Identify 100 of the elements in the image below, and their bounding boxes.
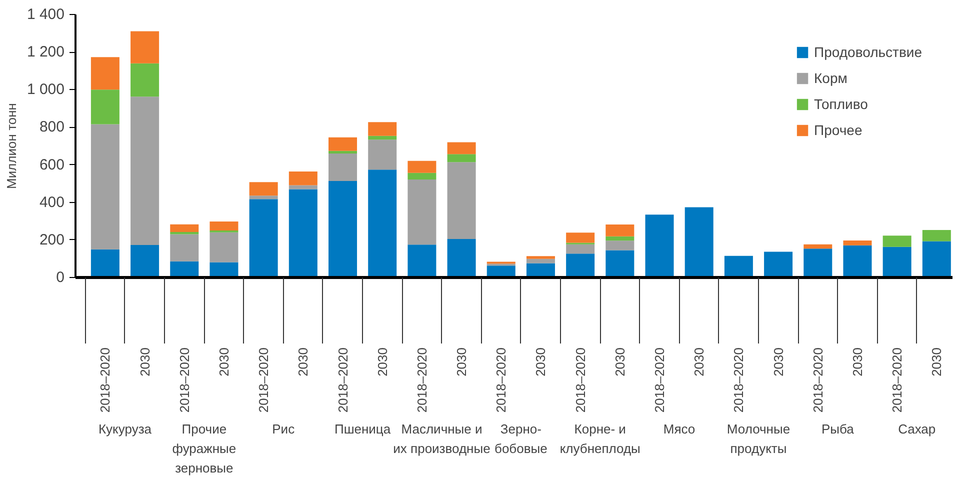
text: Рыба: [821, 422, 855, 436]
x-tick-label: 2030: [216, 348, 232, 376]
bar: [566, 254, 595, 278]
bar: [210, 222, 238, 231]
x-tick-label: 2018–2020: [890, 347, 905, 413]
bar: [130, 63, 160, 97]
bar: [408, 172, 436, 180]
y-tick-label: 600: [39, 156, 65, 174]
x-tick-label: 2018–2020: [98, 347, 113, 413]
bar: [447, 154, 476, 162]
bar: [408, 179, 436, 245]
legend-label: Корм: [814, 70, 848, 86]
x-tick-label: 2030: [137, 348, 152, 376]
y-tick-label: 1 400: [26, 6, 65, 23]
bar: [130, 96, 160, 245]
bar: [606, 250, 634, 278]
bar: [368, 170, 397, 278]
text: Масличные и их производные: [393, 422, 490, 456]
bar: [566, 244, 595, 254]
bar: [210, 232, 238, 262]
bar: [328, 154, 358, 181]
bar: [328, 150, 358, 154]
bar: [526, 258, 555, 264]
x-tick-label: 2030: [454, 348, 470, 376]
bar: [724, 256, 753, 278]
bar: [90, 90, 120, 124]
bar: [90, 124, 120, 250]
text: Сахар: [898, 422, 936, 436]
legend-label: Топливо: [814, 96, 868, 112]
bar: [408, 244, 436, 278]
bar: [368, 140, 397, 170]
text: Прочие фуражные зерновые: [172, 422, 236, 476]
legend-label: Продовольствие: [814, 44, 922, 60]
text: Кукуруза: [98, 422, 152, 436]
bar: [526, 263, 555, 278]
x-tick-label: 2018–2020: [256, 347, 272, 413]
bar: [526, 256, 555, 259]
bar: [843, 240, 872, 246]
x-tick-label: 2030: [692, 348, 707, 376]
bar: [328, 180, 358, 278]
x-tick-label: 2030: [296, 348, 311, 376]
y-tick-label: 1 200: [26, 44, 65, 61]
x-tick-label: 2030: [929, 348, 944, 376]
y-axis-title: Миллион тонн: [4, 103, 19, 189]
bar: [804, 248, 832, 278]
text: Молочные продукты: [726, 422, 790, 456]
bar: [606, 224, 634, 236]
x-tick-label: 2030: [850, 348, 865, 376]
bar: [170, 234, 199, 262]
bar: [130, 31, 160, 64]
bar: [843, 245, 872, 278]
x-tick-label: 2018–2020: [731, 347, 746, 413]
bar: [922, 241, 951, 278]
y-tick-label: 1 000: [26, 81, 65, 98]
bar: [328, 137, 358, 151]
x-tick-label: 2018–2020: [176, 347, 192, 413]
text: Зерно- бобовые: [494, 422, 548, 456]
bar: [90, 57, 120, 90]
bar: [882, 236, 912, 247]
bar: [447, 142, 476, 154]
legend-label: Прочее: [814, 122, 862, 138]
bar: [170, 224, 199, 232]
y-tick-label: 400: [39, 194, 65, 211]
bar: [606, 236, 634, 241]
bar: [368, 136, 397, 140]
x-tick-label: 2030: [533, 348, 548, 376]
bar: [922, 230, 951, 242]
y-tick-label: 800: [39, 118, 65, 136]
bar: [606, 240, 634, 250]
bar: [90, 249, 120, 278]
bar: [804, 244, 832, 249]
x-tick-label: 2018–2020: [335, 347, 350, 413]
bar: [249, 199, 278, 278]
x-tick-label: 2018–2020: [652, 347, 668, 413]
bar: [249, 196, 278, 200]
bar: [447, 238, 476, 278]
x-tick-label: 2030: [770, 348, 786, 376]
bar: [170, 261, 199, 278]
bar: [288, 172, 318, 186]
text: Рис: [272, 422, 296, 436]
bar: [764, 252, 793, 278]
x-tick-label: 2030: [374, 348, 390, 376]
x-tick-label: 2018–2020: [810, 347, 826, 413]
bar: [645, 214, 674, 278]
bar: [249, 182, 278, 196]
bar: [288, 189, 318, 278]
x-tick-label: 2018–2020: [494, 347, 509, 413]
bar: [368, 122, 397, 136]
bar: [566, 232, 595, 243]
x-tick-label: 2030: [612, 348, 628, 376]
text: Пшеница: [334, 422, 392, 436]
bar: [130, 245, 160, 278]
x-tick-label: 2018–2020: [572, 347, 588, 413]
bar: [882, 246, 912, 278]
bar: [408, 160, 436, 173]
x-tick-label: 2018–2020: [414, 347, 430, 413]
bar: [684, 207, 714, 278]
text: Корне- и клубнеплоды: [560, 422, 640, 456]
text: Мясо: [663, 422, 696, 436]
bar: [447, 162, 476, 239]
